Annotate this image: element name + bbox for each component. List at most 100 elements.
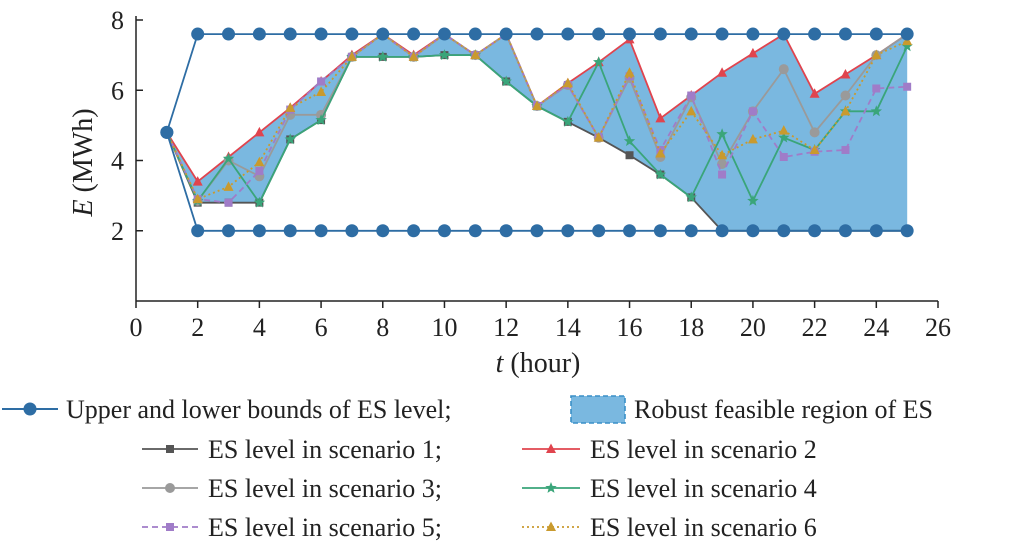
- bound-lower-point: [252, 224, 266, 238]
- bound-upper-point: [222, 27, 236, 41]
- x-tick-label: 8: [376, 313, 389, 342]
- x-ticks: 0 2 4 6 8 10 12 14 16 18 20 22 24 26: [130, 301, 951, 342]
- bound-upper: [160, 27, 914, 139]
- bound-lower-point: [869, 224, 883, 238]
- bound-lower-point: [777, 224, 791, 238]
- series-6-point: [809, 144, 820, 154]
- x-tick-label: 4: [253, 313, 266, 342]
- legend-series-items: ES level in scenario 1; ES level in scena…: [142, 435, 817, 542]
- bound-lower-point: [623, 224, 637, 238]
- series-3-point: [840, 90, 851, 101]
- bound-upper-point: [468, 27, 482, 41]
- y-tick-label: 2: [111, 217, 124, 246]
- series-4-point: [315, 114, 327, 125]
- series-6-point: [408, 51, 419, 61]
- series-6-point: [223, 181, 234, 191]
- series-5-point: [255, 167, 264, 176]
- series-2-point: [192, 176, 203, 186]
- series-4-point: [593, 56, 605, 67]
- bound-upper-point: [191, 27, 205, 41]
- y-axis-label: E (MWh): [68, 108, 99, 217]
- series-5-point: [317, 77, 326, 86]
- bound-upper-point: [623, 27, 637, 41]
- series-6-point: [717, 149, 728, 160]
- series-5-point: [903, 82, 912, 91]
- legend-item-region: Robust feasible region of ES: [570, 395, 933, 424]
- bound-lower-point: [530, 224, 544, 238]
- y-axis-unit: (MWh): [68, 108, 99, 199]
- bound-lower-point: [222, 224, 236, 238]
- legend-scenario-2-label: ES level in scenario 2: [590, 435, 817, 464]
- bound-lower-point: [561, 224, 575, 238]
- x-tick-label: 24: [863, 313, 889, 342]
- series-5-point: [872, 84, 881, 93]
- y-ticks: 2 4 6 8: [111, 6, 143, 246]
- series-4-point: [377, 50, 389, 62]
- bound-lower-point: [808, 224, 822, 238]
- series-6-point: [871, 49, 882, 60]
- legend-scenario-4-label: ES level in scenario 4: [590, 474, 817, 503]
- legend-scenario-5-marker: [166, 523, 174, 531]
- bound-upper-point: [499, 27, 513, 41]
- bound-upper-point: [808, 27, 822, 41]
- series-4-point: [222, 152, 235, 164]
- x-tick-label: 14: [555, 313, 581, 342]
- series-4-point: [623, 135, 636, 146]
- series-6-point: [593, 132, 604, 142]
- series-4-point: [284, 133, 296, 145]
- series-3-point: [778, 64, 789, 75]
- bound-lower-point: [191, 224, 205, 238]
- series-4-point: [562, 115, 574, 127]
- legend-item-scenario-3: ES level in scenario 3;: [142, 474, 442, 503]
- bound-upper-point: [592, 27, 606, 41]
- bound-upper-point: [407, 27, 421, 41]
- legend-scenario-5-label: ES level in scenario 5;: [208, 513, 442, 542]
- series-2-point: [840, 68, 851, 79]
- robust-feasible-region: [166, 34, 908, 231]
- series-4-point: [778, 131, 790, 143]
- bound-lower-point: [468, 224, 482, 238]
- series-2-point: [717, 67, 728, 77]
- bound-upper-point: [684, 27, 698, 41]
- bound-upper-point: [653, 27, 667, 41]
- legend-scenario-6-marker: [546, 521, 556, 531]
- legend-bounds-label: Upper and lower bounds of ES level;: [66, 395, 452, 424]
- legend-item-scenario-1: ES level in scenario 1;: [142, 435, 442, 464]
- series-4-point: [253, 196, 266, 208]
- series-6-point: [624, 67, 635, 77]
- bound-lower-point: [283, 224, 297, 238]
- bound-upper-point: [838, 27, 852, 41]
- bound-lower-point: [376, 224, 390, 238]
- bound-lower-point: [437, 224, 451, 238]
- bound-lower-point: [900, 224, 914, 238]
- bound-upper-point: [345, 27, 359, 41]
- legend-scenario-6-label: ES level in scenario 6: [590, 513, 817, 542]
- plot-area: [160, 27, 914, 238]
- legend-scenario-4-marker: [545, 482, 557, 493]
- series-4-point: [716, 128, 728, 139]
- bound-lower-point: [499, 224, 513, 238]
- bound-lower-point: [592, 224, 606, 238]
- series-2-point: [254, 126, 265, 137]
- series-6-point: [562, 77, 573, 88]
- y-tick-label: 4: [111, 147, 124, 176]
- series-4-point: [870, 105, 882, 117]
- bound-upper-point: [900, 27, 914, 41]
- x-tick-label: 2: [191, 313, 204, 342]
- series-5-point: [224, 198, 233, 207]
- series-5-point: [841, 145, 850, 154]
- series-4-point: [438, 49, 451, 60]
- legend: Upper and lower bounds of ES level; Robu…: [2, 395, 933, 542]
- bound-upper-point: [746, 27, 760, 41]
- legend-scenario-1-label: ES level in scenario 1;: [208, 435, 442, 464]
- bound-upper-point: [777, 27, 791, 41]
- series-2-point: [809, 88, 820, 98]
- legend-scenario-3-label: ES level in scenario 3;: [208, 474, 442, 503]
- legend-scenario-2-marker: [546, 443, 556, 453]
- bound-upper-point: [283, 27, 297, 41]
- series-6-point: [254, 156, 265, 167]
- bound-lower-point: [653, 224, 667, 238]
- x-tick-label: 22: [802, 313, 828, 342]
